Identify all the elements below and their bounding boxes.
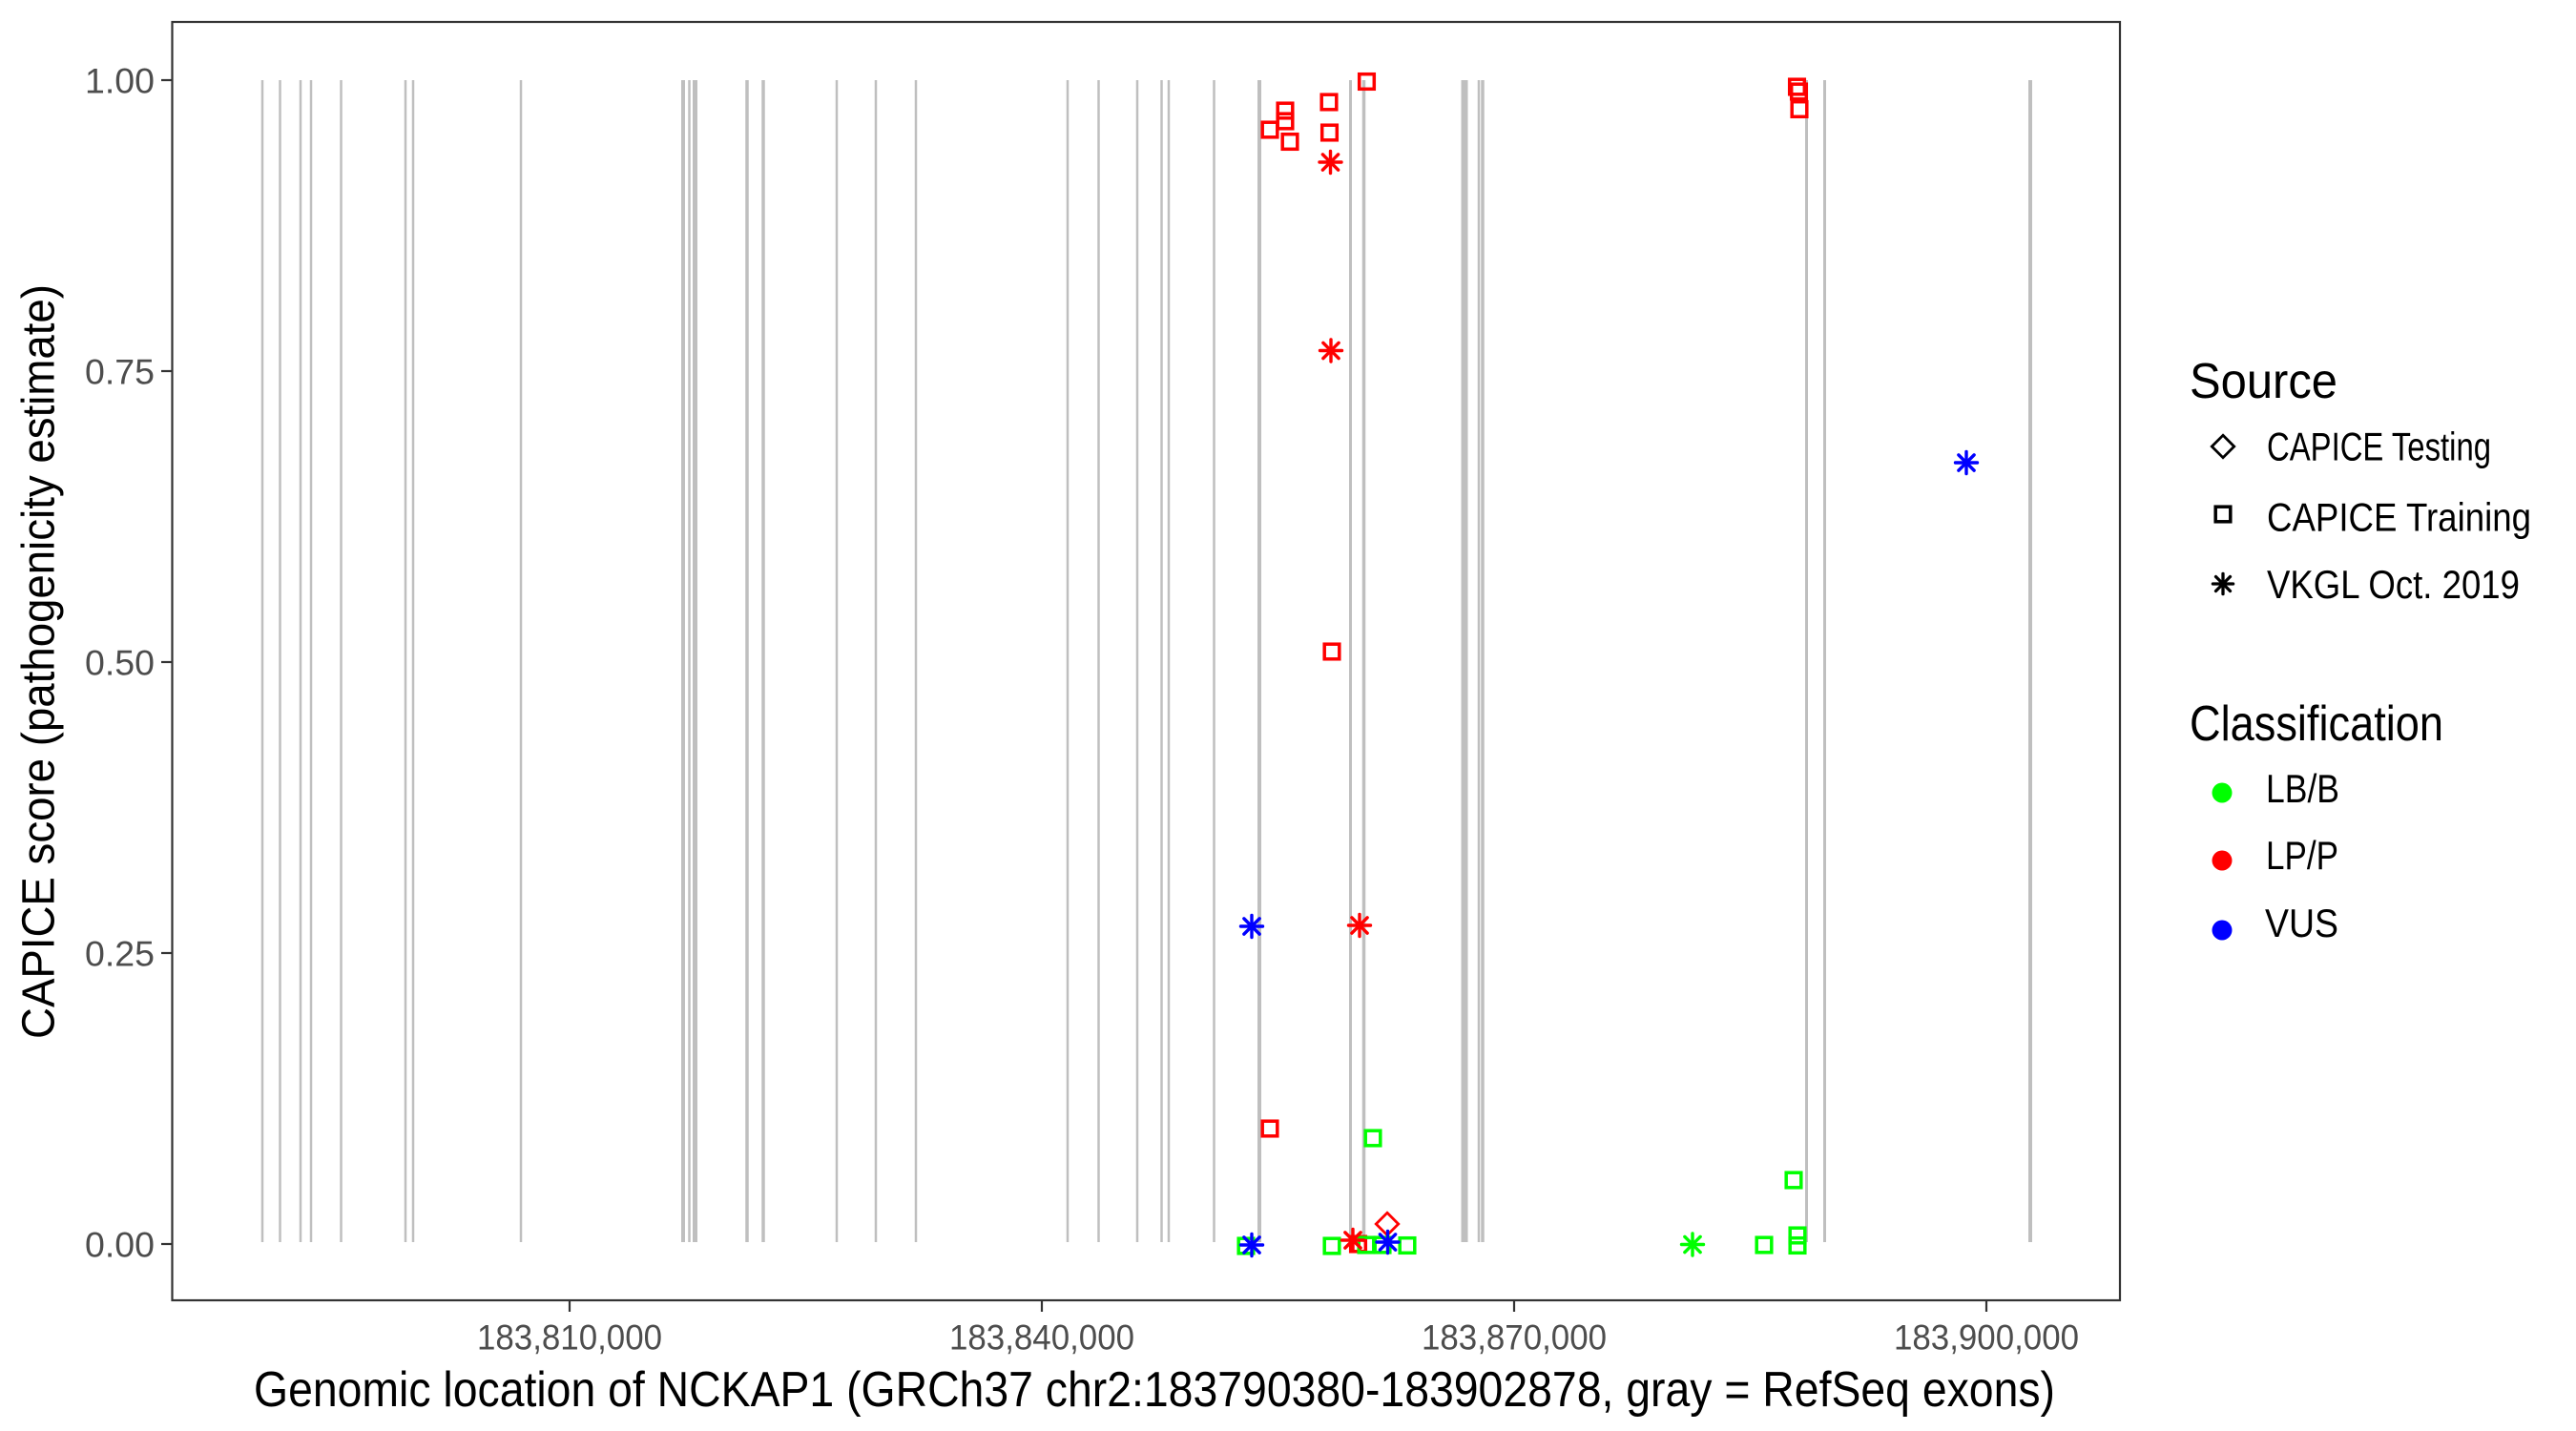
svg-text:0.25: 0.25 xyxy=(85,934,155,974)
svg-text:183,900,000: 183,900,000 xyxy=(1894,1317,2079,1358)
svg-text:Classification: Classification xyxy=(2190,696,2443,752)
svg-text:Source: Source xyxy=(2190,354,2337,409)
svg-text:1.00: 1.00 xyxy=(85,61,155,101)
svg-text:183,840,000: 183,840,000 xyxy=(949,1317,1134,1358)
svg-text:CAPICE score (pathogenicity es: CAPICE score (pathogenicity estimate) xyxy=(14,284,65,1039)
svg-text:LP/P: LP/P xyxy=(2266,833,2338,878)
svg-text:183,810,000: 183,810,000 xyxy=(477,1317,662,1358)
svg-text:0.50: 0.50 xyxy=(85,643,155,683)
svg-text:VUS: VUS xyxy=(2265,901,2338,945)
svg-text:183,870,000: 183,870,000 xyxy=(1422,1317,1607,1358)
svg-text:0.00: 0.00 xyxy=(85,1225,155,1265)
svg-text:CAPICE Testing: CAPICE Testing xyxy=(2267,425,2491,469)
svg-text:LB/B: LB/B xyxy=(2266,766,2339,811)
svg-text:0.75: 0.75 xyxy=(85,352,155,392)
svg-text:Genomic location of NCKAP1 (GR: Genomic location of NCKAP1 (GRCh37 chr2:… xyxy=(254,1362,2055,1418)
svg-text:VKGL Oct. 2019: VKGL Oct. 2019 xyxy=(2267,562,2520,607)
svg-text:CAPICE Training: CAPICE Training xyxy=(2267,495,2531,540)
